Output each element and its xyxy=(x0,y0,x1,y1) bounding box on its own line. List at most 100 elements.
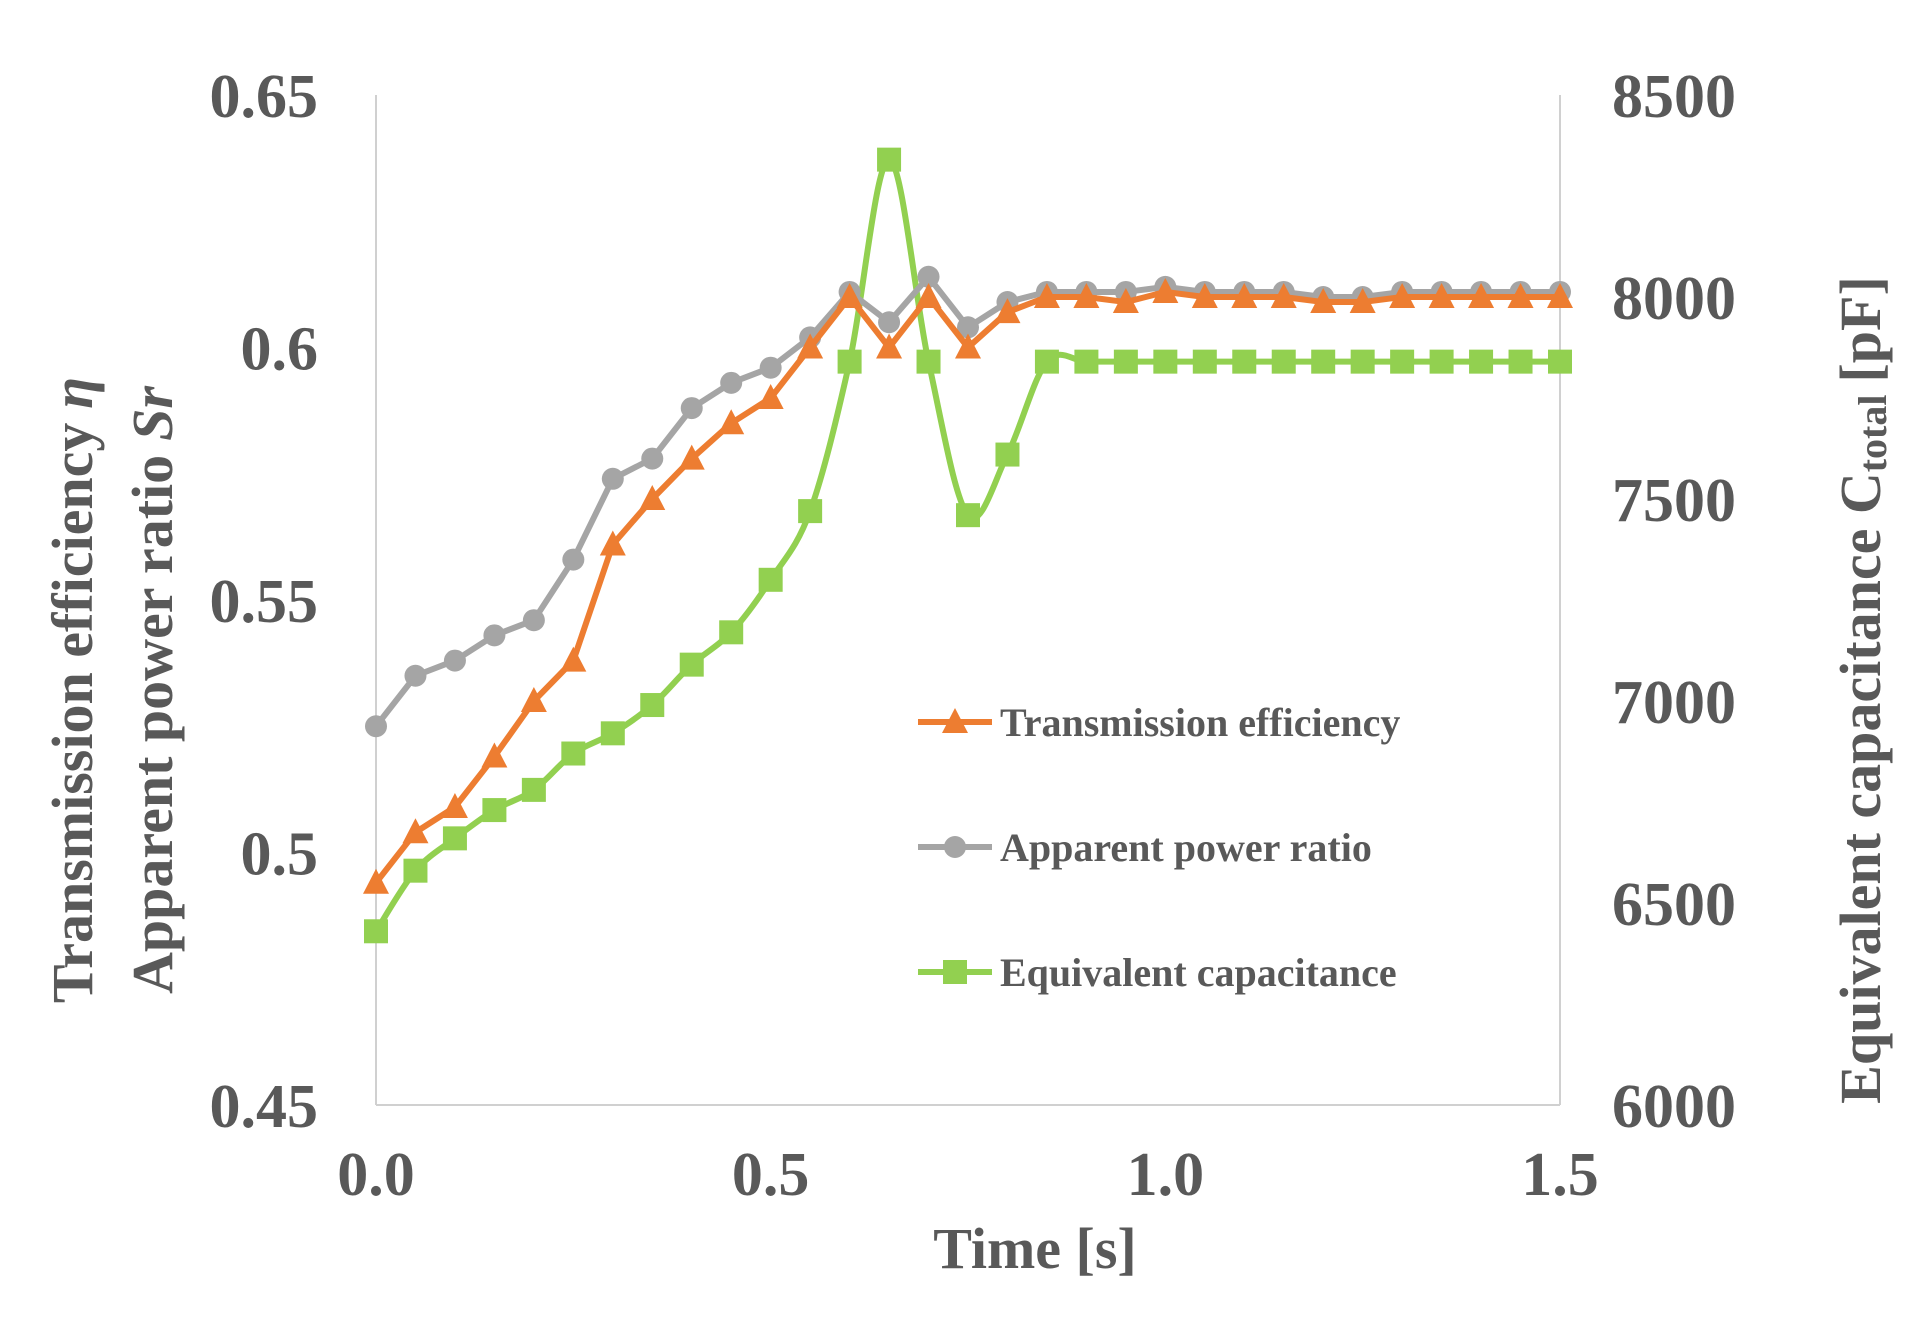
y-left-tick-label: 0.5 xyxy=(241,821,319,889)
data-point-transmission-efficiency xyxy=(599,530,626,556)
data-point-transmission-efficiency xyxy=(639,485,666,510)
legend-item-equivalent-capacitance: Equivalent capacitance xyxy=(918,950,1397,995)
series-transmission-efficiency xyxy=(363,277,1573,894)
data-point-equivalent-capacitance xyxy=(956,503,980,528)
data-point-transmission-efficiency xyxy=(955,333,981,359)
data-point-equivalent-capacitance xyxy=(1390,349,1415,374)
y-axis-title-left-line1-symbol: η xyxy=(40,377,105,409)
legend-swatch-marker xyxy=(943,960,967,984)
data-point-equivalent-capacitance xyxy=(719,620,744,645)
data-point-transmission-efficiency xyxy=(678,444,705,470)
data-point-apparent-power-ratio xyxy=(404,664,427,687)
data-point-apparent-power-ratio xyxy=(365,715,387,738)
data-point-equivalent-capacitance xyxy=(640,693,665,718)
series-line-equivalent-capacitance xyxy=(373,156,1560,933)
data-point-transmission-efficiency xyxy=(1507,283,1534,308)
data-point-equivalent-capacitance xyxy=(1271,349,1296,374)
data-point-transmission-efficiency xyxy=(363,868,389,894)
data-point-transmission-efficiency xyxy=(1191,283,1218,308)
data-point-equivalent-capacitance xyxy=(1548,349,1572,374)
legend-label: Apparent power ratio xyxy=(1000,825,1372,870)
data-point-apparent-power-ratio xyxy=(759,356,782,379)
y-axis-title-left-line2-symbol: Sr xyxy=(120,386,185,441)
y-left-tick-label: 0.55 xyxy=(210,568,319,636)
data-point-transmission-efficiency xyxy=(441,793,468,819)
data-point-transmission-efficiency xyxy=(1428,283,1455,308)
legend-item-transmission-efficiency: Transmission efficiency xyxy=(918,700,1400,745)
data-point-equivalent-capacitance xyxy=(916,349,941,374)
data-point-equivalent-capacitance xyxy=(1311,349,1336,374)
y-right-tick-label: 6500 xyxy=(1612,871,1736,939)
data-point-transmission-efficiency xyxy=(797,333,824,359)
data-point-equivalent-capacitance xyxy=(1232,349,1257,374)
data-point-equivalent-capacitance xyxy=(442,826,467,851)
data-point-apparent-power-ratio xyxy=(878,311,901,334)
data-point-apparent-power-ratio xyxy=(641,447,664,470)
data-point-apparent-power-ratio xyxy=(483,624,506,647)
legend-label: Equivalent capacitance xyxy=(1000,950,1397,995)
data-point-transmission-efficiency xyxy=(1112,288,1139,314)
data-point-transmission-efficiency xyxy=(1389,283,1416,308)
data-point-equivalent-capacitance xyxy=(758,567,783,592)
data-point-equivalent-capacitance xyxy=(1508,349,1533,374)
data-point-transmission-efficiency xyxy=(994,298,1021,324)
data-point-transmission-efficiency xyxy=(1073,283,1100,308)
x-tick-label: 0.0 xyxy=(337,1141,415,1209)
data-point-equivalent-capacitance xyxy=(482,798,507,823)
data-point-equivalent-capacitance xyxy=(1074,349,1099,374)
data-point-transmission-efficiency xyxy=(1547,283,1573,308)
data-point-equivalent-capacitance xyxy=(600,721,625,746)
y-left-tick-label: 0.65 xyxy=(210,63,319,131)
x-tick-label: 1.5 xyxy=(1521,1141,1599,1209)
legend-item-apparent-power-ratio: Apparent power ratio xyxy=(918,825,1372,870)
y-right-tick-label: 7000 xyxy=(1612,669,1736,737)
legend-label: Transmission efficiency xyxy=(1000,700,1400,745)
data-point-transmission-efficiency xyxy=(1349,288,1376,314)
data-point-transmission-efficiency xyxy=(1310,288,1337,314)
data-point-transmission-efficiency xyxy=(1033,283,1060,308)
data-point-equivalent-capacitance xyxy=(995,442,1020,467)
data-point-transmission-efficiency xyxy=(718,409,745,435)
data-point-transmission-efficiency xyxy=(876,333,903,359)
y-axis-title-left-line2: Apparent power ratio Sr xyxy=(120,386,185,994)
y-right-tick-label: 7500 xyxy=(1612,467,1736,535)
x-tick-label: 1.0 xyxy=(1127,1141,1205,1209)
data-point-transmission-efficiency xyxy=(1270,283,1297,308)
legend-swatch-marker xyxy=(944,836,966,858)
data-point-equivalent-capacitance xyxy=(364,919,388,944)
data-point-equivalent-capacitance xyxy=(1034,349,1059,374)
y-axis-title-left-line1-text: Transmission efficiency xyxy=(40,423,105,1003)
data-point-apparent-power-ratio xyxy=(443,649,466,672)
series-layer xyxy=(363,147,1573,944)
data-point-apparent-power-ratio xyxy=(522,609,545,632)
data-point-apparent-power-ratio xyxy=(720,371,743,394)
data-point-equivalent-capacitance xyxy=(1153,349,1178,374)
y-axis-title-right-main: Equivalent capacitance C xyxy=(1828,472,1893,1104)
data-point-equivalent-capacitance xyxy=(403,858,428,883)
data-point-apparent-power-ratio xyxy=(917,265,940,288)
y-left-tick-label: 0.45 xyxy=(210,1073,319,1141)
data-point-transmission-efficiency xyxy=(1468,283,1495,308)
data-point-transmission-efficiency xyxy=(402,818,429,844)
data-point-equivalent-capacitance xyxy=(1113,349,1138,374)
legend: Transmission efficiency Apparent power ra… xyxy=(918,700,1400,995)
data-point-apparent-power-ratio xyxy=(562,548,585,571)
y-axis-title-right-sub: total xyxy=(1850,395,1895,473)
data-point-transmission-efficiency xyxy=(520,687,547,712)
data-point-transmission-efficiency xyxy=(836,283,863,308)
data-point-transmission-efficiency xyxy=(1231,283,1258,308)
data-point-equivalent-capacitance xyxy=(1469,349,1494,374)
data-point-equivalent-capacitance xyxy=(561,741,586,766)
data-point-transmission-efficiency xyxy=(757,384,784,409)
data-point-equivalent-capacitance xyxy=(1192,349,1217,374)
y-axis-title-left-line2-text: Apparent power ratio xyxy=(120,455,185,994)
data-point-equivalent-capacitance xyxy=(1429,349,1454,374)
data-point-transmission-efficiency xyxy=(481,742,508,768)
data-point-apparent-power-ratio xyxy=(680,397,703,420)
data-point-transmission-efficiency xyxy=(560,646,587,672)
data-point-equivalent-capacitance xyxy=(877,147,902,172)
y-left-tick-label: 0.6 xyxy=(241,316,319,384)
y-right-tick-label: 8500 xyxy=(1612,63,1736,131)
data-point-equivalent-capacitance xyxy=(679,652,704,677)
